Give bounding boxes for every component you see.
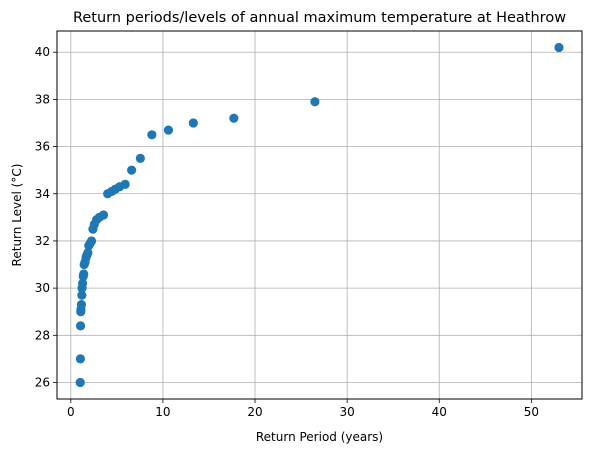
ticks-layer: 0 10 20 30 40 50 26 28 30 32 34 36 38 40 bbox=[35, 45, 539, 419]
grid-layer bbox=[57, 31, 582, 399]
x-tick-label: 10 bbox=[155, 405, 170, 419]
data-point bbox=[75, 377, 85, 388]
x-tick-label: 40 bbox=[432, 405, 447, 419]
y-tick-label: 40 bbox=[35, 45, 50, 59]
x-tick-label: 0 bbox=[67, 405, 75, 419]
data-point bbox=[163, 125, 174, 135]
chart-title: Return periods/levels of annual maximum … bbox=[73, 10, 566, 26]
data-point bbox=[554, 42, 564, 53]
data-point bbox=[76, 300, 87, 310]
data-point bbox=[77, 290, 87, 300]
data-point bbox=[98, 210, 109, 220]
y-tick-label: 36 bbox=[35, 140, 50, 154]
y-tick-label: 30 bbox=[35, 281, 50, 295]
data-point bbox=[310, 97, 320, 107]
y-tick-label: 28 bbox=[35, 328, 50, 342]
data-point bbox=[75, 321, 86, 331]
y-tick-label: 26 bbox=[35, 375, 50, 389]
x-tick-label: 20 bbox=[247, 405, 262, 419]
data-point bbox=[188, 118, 198, 128]
data-point bbox=[135, 153, 145, 163]
data-point bbox=[75, 354, 85, 364]
data-point bbox=[78, 278, 88, 289]
y-tick-label: 32 bbox=[35, 234, 50, 248]
x-tick-label: 30 bbox=[339, 405, 354, 419]
y-tick-label: 38 bbox=[35, 92, 50, 106]
data-point bbox=[120, 179, 130, 189]
data-points-layer bbox=[75, 42, 564, 388]
data-point bbox=[86, 236, 97, 246]
data-point bbox=[79, 269, 89, 279]
data-point bbox=[229, 113, 239, 123]
data-point bbox=[147, 130, 157, 140]
x-axis-label: Return Period (years) bbox=[256, 430, 383, 444]
x-tick-label: 50 bbox=[524, 405, 539, 419]
data-point bbox=[127, 165, 137, 175]
y-tick-label: 34 bbox=[35, 187, 50, 201]
data-point bbox=[83, 248, 93, 258]
plot-area-frame bbox=[56, 30, 583, 400]
y-axis-label: Return Level (°C) bbox=[10, 164, 24, 267]
